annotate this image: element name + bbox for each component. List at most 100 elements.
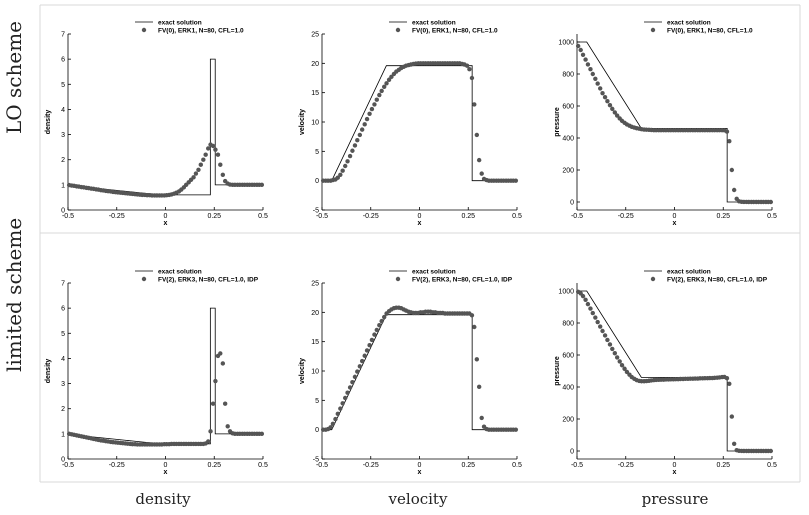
x-tick-label: 0.5 xyxy=(512,213,522,220)
data-point xyxy=(513,178,519,183)
x-tick-label: 0.5 xyxy=(258,462,268,469)
data-point xyxy=(213,147,218,152)
y-tick-label: 1000 xyxy=(558,40,574,47)
legend-entry: FV(0), ERK1, N=80, CFL=1.0 xyxy=(412,27,498,34)
data-point xyxy=(206,146,211,151)
data-point xyxy=(622,366,627,371)
data-point xyxy=(598,324,603,329)
y-axis-title: density xyxy=(45,110,52,135)
y-tick-label: 600 xyxy=(562,353,574,360)
y-tick-label: 4 xyxy=(61,356,65,363)
data-point xyxy=(330,421,336,426)
x-tick-label: 0.25 xyxy=(716,462,730,469)
legend-entry: exact solution xyxy=(667,19,711,26)
y-tick-label: 6 xyxy=(61,306,65,313)
y-axis-title: pressure xyxy=(554,356,561,386)
data-point xyxy=(364,348,370,353)
x-tick-label: -0.5 xyxy=(316,462,328,469)
y-tick-label: 0 xyxy=(315,427,319,434)
data-point xyxy=(595,319,600,325)
data-point xyxy=(583,57,588,62)
data-point xyxy=(605,99,610,104)
y-axis-title: velocity xyxy=(299,109,306,135)
panel-1-2: -0.5 -0.25 0 0.25 0.5 0 200 400 600 800 1000 x press… xyxy=(554,268,777,476)
data-point xyxy=(731,441,737,446)
col-label-density: density xyxy=(135,490,191,508)
data-point xyxy=(347,153,353,159)
legend-marker-swatch xyxy=(650,27,656,33)
x-tick-label: -0.5 xyxy=(316,213,328,220)
data-point xyxy=(220,361,226,366)
data-point xyxy=(614,355,620,360)
y-tick-label: 7 xyxy=(61,32,65,39)
data-point xyxy=(350,148,355,153)
x-axis-title: x xyxy=(164,469,168,476)
data-point xyxy=(328,425,333,430)
data-point xyxy=(377,92,382,98)
data-point xyxy=(218,351,223,356)
legend-entry: FV(0), ERK1, N=80, CFL=1.0 xyxy=(158,27,244,34)
exact-solution-line xyxy=(322,65,517,182)
data-point xyxy=(474,357,480,362)
data-point xyxy=(357,364,363,369)
data-point xyxy=(590,71,595,77)
data-point xyxy=(513,427,519,432)
data-point xyxy=(367,342,372,348)
x-tick-label: 0 xyxy=(418,462,422,469)
data-point xyxy=(598,86,603,91)
y-tick-label: 1000 xyxy=(558,289,574,296)
x-tick-label: -0.25 xyxy=(363,462,379,469)
x-tick-label: 0 xyxy=(673,462,677,469)
data-point xyxy=(610,106,615,112)
legend-entry: FV(2), ERK3, N=80, CFL=1.0, IDP xyxy=(412,276,513,283)
data-point xyxy=(607,103,613,108)
y-tick-label: 0 xyxy=(315,178,319,185)
y-tick-label: 2 xyxy=(61,406,65,413)
data-point xyxy=(215,152,221,157)
x-tick-label: 0.25 xyxy=(461,213,475,220)
x-tick-label: -0.25 xyxy=(618,462,634,469)
data-point xyxy=(386,77,392,82)
data-point xyxy=(575,43,581,49)
data-point xyxy=(369,106,375,112)
y-tick-label: 7 xyxy=(61,281,65,288)
y-tick-label: 20 xyxy=(311,61,319,68)
y-tick-label: 200 xyxy=(562,417,574,424)
data-point xyxy=(612,351,618,356)
data-point xyxy=(340,168,345,173)
y-tick-label: 10 xyxy=(311,369,319,376)
legend-entry: exact solution xyxy=(667,268,711,275)
x-tick-label: 0 xyxy=(673,213,677,220)
y-axis-title: velocity xyxy=(299,358,306,384)
y-tick-label: 15 xyxy=(311,90,319,97)
y-tick-label: 3 xyxy=(61,132,65,139)
data-point xyxy=(374,97,379,102)
data-point xyxy=(472,324,477,330)
y-axis-title: density xyxy=(45,359,52,384)
data-point xyxy=(364,116,370,122)
y-tick-label: 800 xyxy=(562,72,574,79)
data-point xyxy=(372,332,377,337)
x-tick-label: 0.5 xyxy=(767,462,777,469)
data-point xyxy=(359,358,365,364)
x-tick-label: 0 xyxy=(418,213,422,220)
data-point xyxy=(379,88,384,94)
data-point xyxy=(472,102,477,107)
x-tick-label: 0.5 xyxy=(512,462,522,469)
legend-marker-swatch xyxy=(650,276,656,282)
data-point xyxy=(210,401,216,406)
data-point xyxy=(379,318,384,324)
y-tick-label: 600 xyxy=(562,104,574,111)
data-point xyxy=(590,310,595,316)
data-point xyxy=(593,315,598,320)
data-point xyxy=(374,327,379,333)
panel-1-0: -0.5 -0.25 0 0.25 0.5 0 1 2 3 4 5 6 7 x density exact s… xyxy=(45,268,268,476)
y-tick-label: 400 xyxy=(562,136,574,143)
legend-marker-swatch xyxy=(395,27,401,33)
data-point xyxy=(593,76,598,82)
data-point xyxy=(724,129,730,134)
y-tick-label: 5 xyxy=(315,149,319,156)
legend-marker-swatch xyxy=(141,276,147,282)
data-point xyxy=(768,448,774,454)
